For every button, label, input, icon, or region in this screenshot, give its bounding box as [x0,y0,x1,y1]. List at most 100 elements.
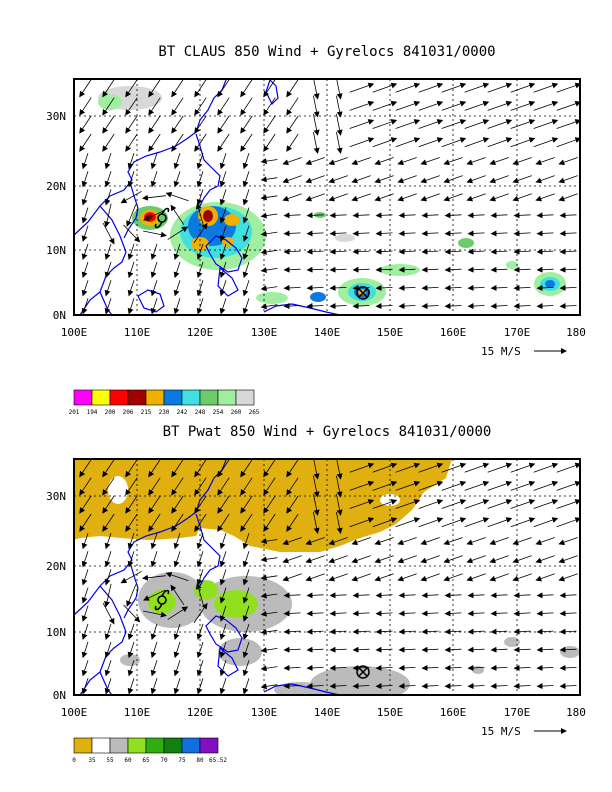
wind-vector [173,243,181,261]
colorbar-swatch [181,389,201,406]
wind-vector [441,82,467,93]
wind-vector [242,569,250,586]
wind-vector [398,284,416,291]
wind-vector [421,683,439,690]
wind-vector [173,298,181,315]
wind-vector [104,280,112,297]
wind-vector [102,133,115,152]
wind-vector [533,517,559,528]
wind-vector [536,628,554,635]
wind-vector [283,303,301,310]
wind-vector [194,459,207,478]
wind-vector [444,284,462,291]
wind-vector [123,224,141,243]
wind-vector [490,248,508,255]
wind-vector [490,646,508,653]
colorbar-label: 260 [231,409,242,416]
wind-vector [559,664,577,671]
wind-vector [81,605,89,622]
top-map-frame [73,78,581,316]
wind-vector [127,152,135,170]
bottom-lon-label: 150E [377,706,404,719]
colorbar-swatch [163,389,183,406]
wind-vector [487,100,513,111]
wind-vector [441,517,467,528]
wind-vector [196,243,204,261]
bottom-wind-vectors [79,459,580,695]
wind-vector [104,243,112,261]
wind-vector [398,230,416,237]
wind-vector [260,610,278,617]
wind-vector [352,610,370,617]
wind-vector [490,628,508,635]
wind-vector [372,517,398,528]
wind-vector [143,589,166,601]
wind-vector [372,119,398,129]
wind-vector [536,284,554,291]
wind-vector [196,261,204,279]
wind-vector [79,97,92,116]
colorbar-label: 65.52 [209,757,227,764]
wind-vector [102,222,115,245]
wind-vector [127,298,135,315]
wind-vector [329,212,347,219]
wind-vector [150,243,158,261]
wind-vector [418,137,444,148]
wind-vector [81,243,89,261]
top-lon-label: 140E [314,326,341,339]
wind-vector [217,97,230,116]
wind-vector [196,569,204,586]
wind-vector [467,628,485,635]
wind-vector [143,610,167,618]
wind-vector [195,203,205,227]
wind-vector [260,683,278,690]
wind-vector [444,592,462,599]
wind-vector [219,207,227,224]
top-panel-title: BT CLAUS 850 Wind + Gyrelocs 841031/0000 [158,44,495,60]
wind-vector [286,513,299,532]
wind-vector [441,119,467,129]
wind-vector [263,495,276,514]
wind-vector [420,573,440,582]
wind-vector [395,119,421,129]
wind-vector [306,610,324,617]
wind-vector [263,477,276,496]
wind-vector [79,79,92,98]
wind-vector [372,462,398,473]
wind-vector [349,499,375,509]
wind-vector [397,175,417,184]
wind-vector [219,243,227,261]
wind-vector [464,137,490,148]
wind-vector [489,573,509,582]
wind-vector [444,610,462,617]
wind-vector [171,477,184,496]
wind-vector [443,537,463,546]
wind-vector [510,137,536,148]
wind-vector [559,683,577,690]
bottom-lat-label: 10N [46,626,66,639]
wind-vector [513,628,531,635]
wind-vector [242,551,250,568]
wind-vector [283,248,301,255]
wind-vector [242,587,250,604]
wind-vector [217,459,230,478]
wind-vector [558,157,578,166]
wind-vector [173,678,181,695]
wind-vector [260,230,278,237]
wind-vector [283,683,301,690]
wind-vector [219,551,227,568]
wind-vector [533,119,559,129]
wind-vector [533,480,559,491]
wind-vector [398,646,416,653]
wind-vector [313,79,320,100]
top-lon-label: 100E [61,326,88,339]
wind-vector [283,212,301,219]
colorbar-swatch [145,389,165,406]
wind-vector [260,556,278,563]
wind-vector [81,660,89,677]
wind-vector [125,513,138,532]
wind-vector [421,212,439,219]
wind-vector [194,79,207,98]
wind-vector [349,480,375,491]
wind-vector [196,189,204,206]
